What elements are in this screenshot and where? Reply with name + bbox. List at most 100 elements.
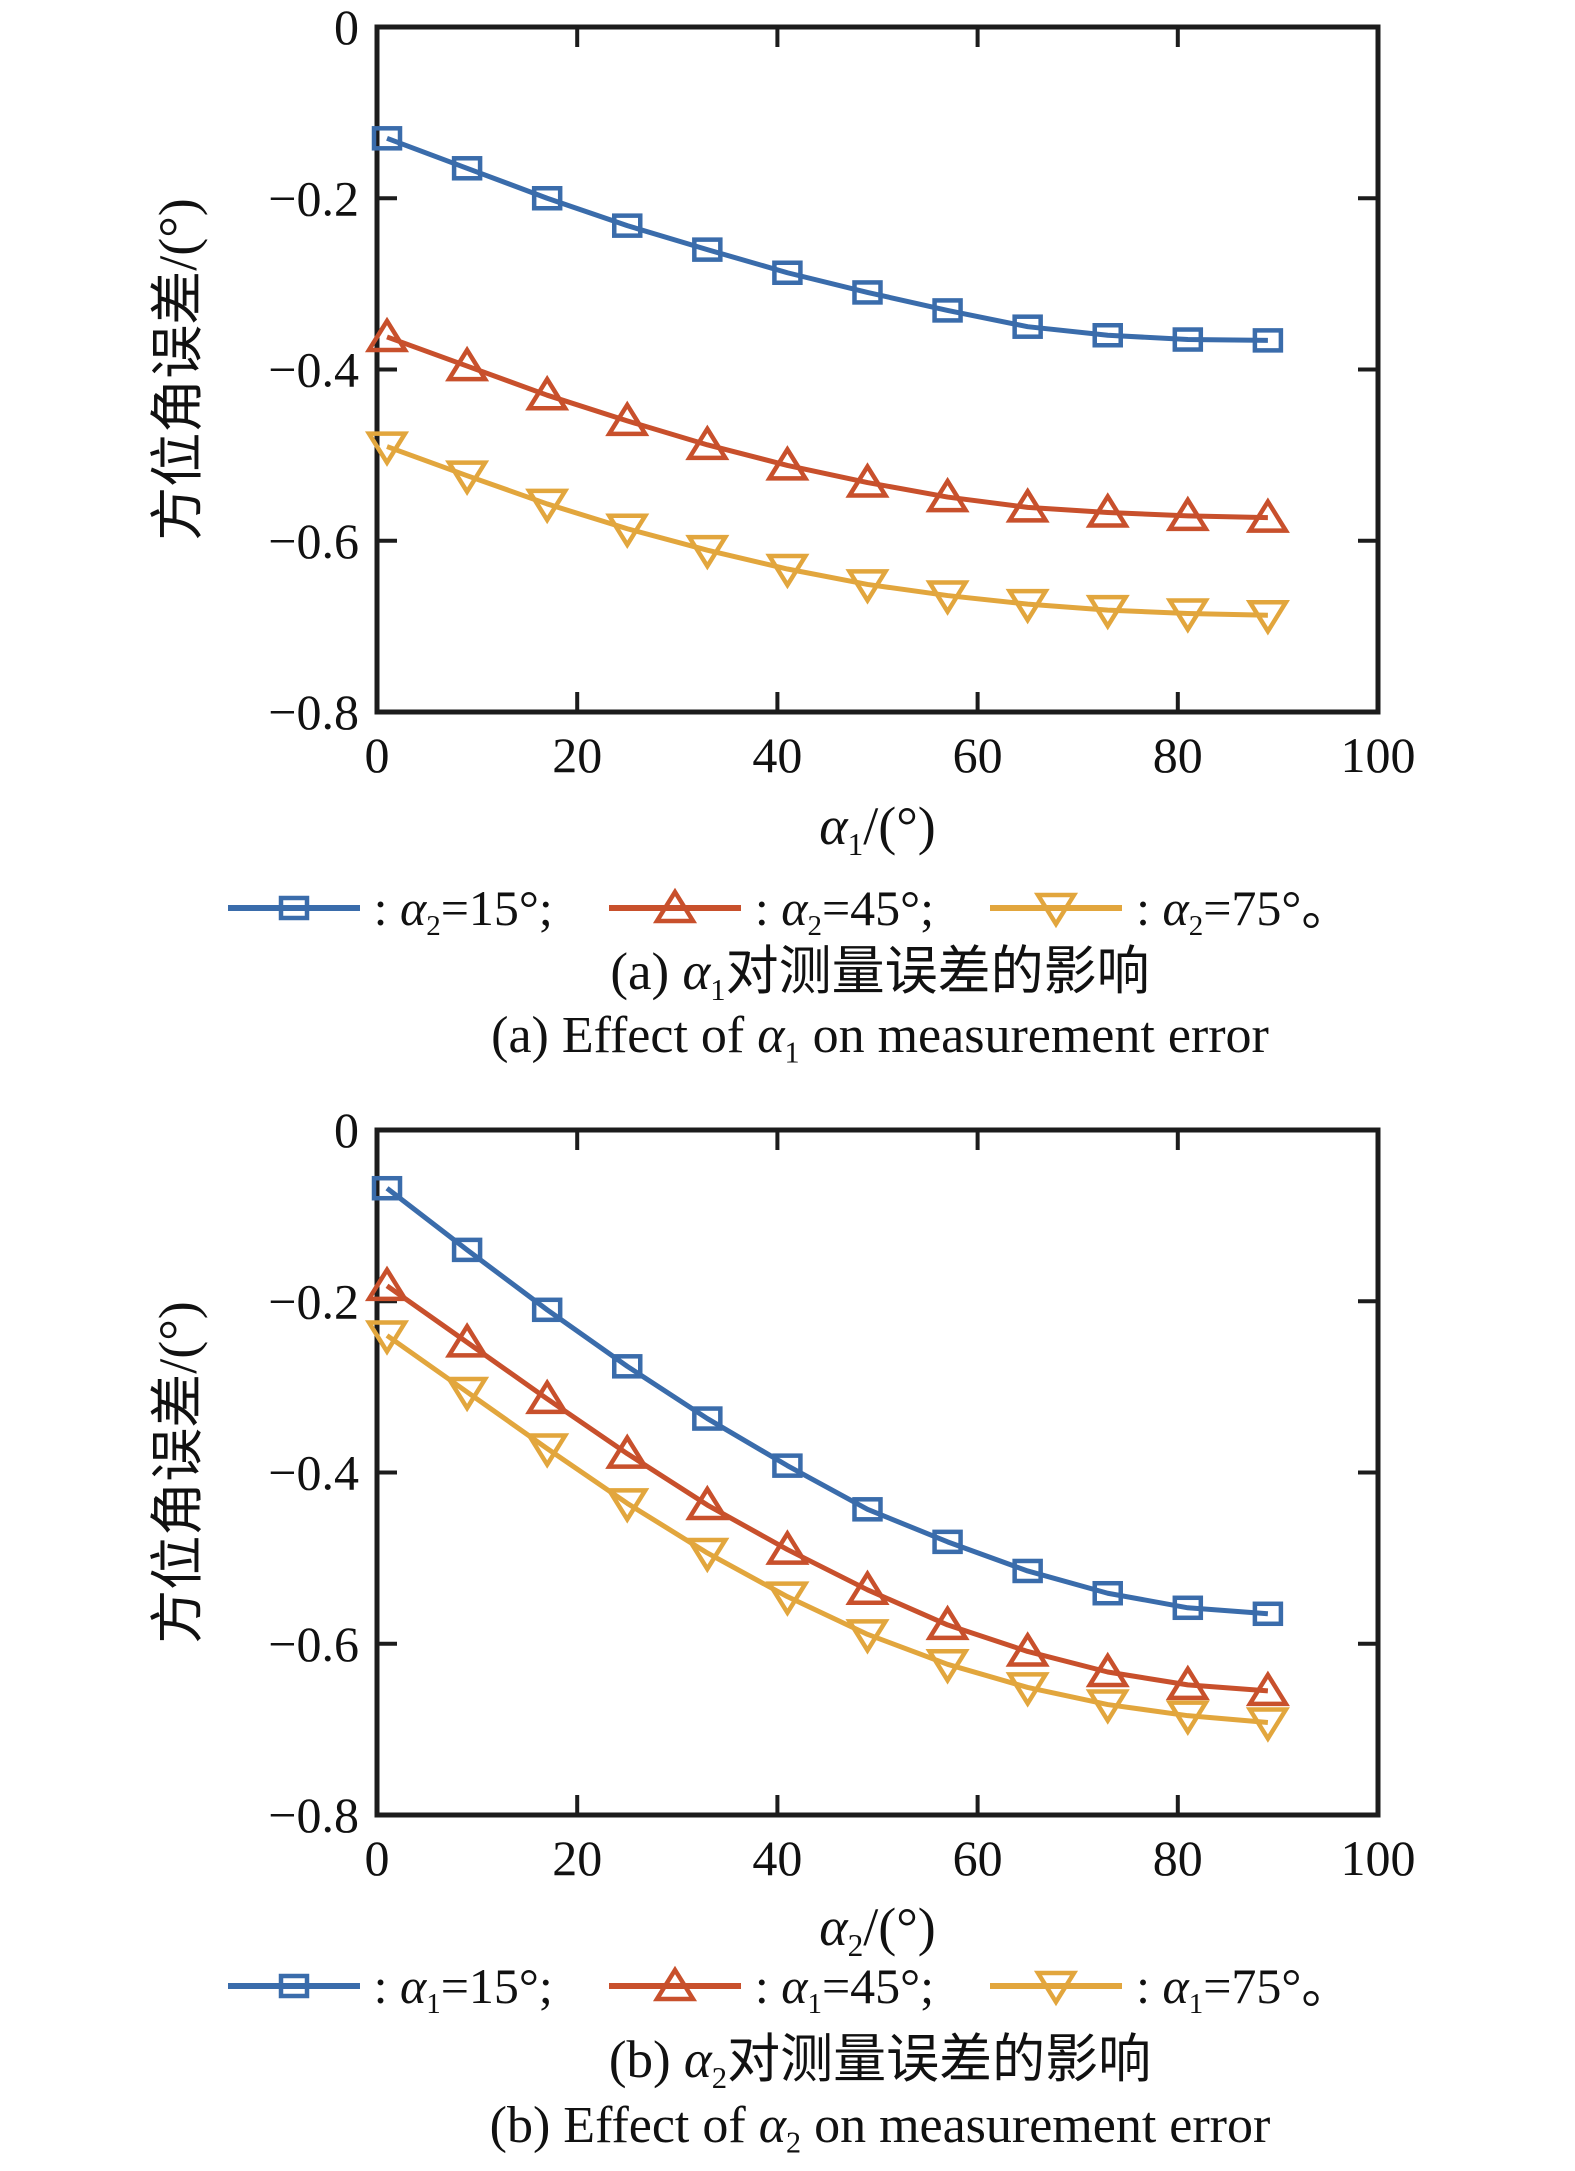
square-marker [278, 1973, 309, 1999]
triangle-up-marker [445, 345, 490, 382]
x-tick-label: 60 [953, 1830, 1003, 1886]
caption-prefix: (a) [610, 943, 683, 1001]
triangle-up-marker [1085, 1651, 1130, 1688]
x-axis-unit: /(°) [863, 1897, 936, 1957]
x-tick-label: 80 [1153, 727, 1203, 783]
legend-item: : α1=15°; [224, 1958, 553, 2021]
tick-marks [375, 1128, 1380, 1817]
series-square [371, 126, 1284, 353]
legend-label: : α2=15°; [373, 880, 553, 943]
y-tick-label: −0.6 [268, 1616, 359, 1672]
triangle-up-marker [445, 1322, 490, 1358]
chart-b-x-axis-label: α2/(°) [377, 1897, 1378, 1961]
triangle-up-marker [925, 1604, 970, 1641]
triangle-down-marker [1245, 1707, 1290, 1743]
caption-prefix: (a) Effect of [491, 1007, 758, 1064]
square-marker [1092, 323, 1123, 348]
triangle-down-marker [685, 1537, 730, 1574]
plot-box [374, 24, 1381, 715]
triangle-down-marker [1005, 1672, 1050, 1708]
triangle-down-marker [925, 580, 970, 616]
triangle-up-marker [685, 424, 730, 461]
chart-b-caption-english: (b) Effect of α2 on measurement error [185, 2097, 1575, 2158]
series-triangle-up [364, 316, 1290, 533]
chart-b-canvas: 0 20 40 60 80 100 0 −0.2 −0.4 −0.6 −0.8 方位角误差/(°) [148, 1103, 1416, 1886]
square-marker [1012, 314, 1043, 339]
legend-swatch-triangle-up [608, 887, 741, 924]
tick-labels: 0 20 40 60 80 100 0 −0.2 −0.4 −0.6 −0.8 [268, 0, 1415, 783]
series-line [386, 135, 1268, 343]
legend-swatch-triangle-down [990, 1970, 1123, 2007]
square-marker [852, 1497, 883, 1522]
triangle-down-marker [845, 1619, 890, 1655]
x-tick-label: 20 [552, 1830, 602, 1886]
alpha-symbol: α [819, 1897, 848, 1957]
alpha-symbol: α [683, 2031, 712, 2089]
triangle-up-marker [605, 1433, 650, 1469]
chart-a-x-axis-label: α1/(°) [377, 796, 1378, 860]
caption-text: on measurement error [801, 2097, 1271, 2154]
triangle-down-marker [445, 1376, 490, 1413]
triangle-down-marker [1034, 1970, 1079, 2007]
legend-label: : α1=15°; [373, 1958, 553, 2021]
caption-text: 对测量误差的影响 [725, 943, 1150, 1001]
triangle-up-marker [1245, 497, 1290, 533]
x-tick-label: 100 [1341, 727, 1416, 783]
legend-item: : α2=15°; [224, 880, 553, 943]
caption-text: 对测量误差的影响 [727, 2031, 1152, 2089]
y-axis-label: 方位角误差/(°) [148, 1301, 208, 1644]
triangle-up-marker [1005, 487, 1050, 523]
square-marker [772, 1453, 803, 1478]
alpha-symbol: α [758, 2097, 786, 2154]
square-marker [852, 280, 883, 305]
triangle-up-marker [685, 1484, 730, 1521]
x-tick-label: 20 [552, 727, 602, 783]
legend-swatch-square [227, 1973, 360, 1999]
x-tick-label: 0 [365, 727, 390, 783]
y-tick-label: −0.4 [268, 1445, 359, 1501]
y-tick-label: 0 [334, 0, 359, 55]
x-tick-label: 80 [1153, 1830, 1203, 1886]
triangle-up-marker [364, 316, 410, 353]
square-marker [1172, 1595, 1204, 1621]
legend-item: : α2=45°; [605, 880, 935, 943]
y-tick-label: −0.8 [268, 684, 359, 740]
legend-swatch-triangle-down [990, 892, 1123, 929]
triangle-down-marker [765, 553, 810, 590]
triangle-down-marker [605, 513, 650, 550]
triangle-up-marker [925, 476, 970, 513]
triangle-down-marker [1085, 594, 1130, 631]
legend-item: : α2=75°。 [986, 880, 1351, 941]
square-marker [1092, 1580, 1123, 1606]
triangle-up-marker [364, 1265, 410, 1302]
y-tick-label: −0.8 [268, 1787, 359, 1843]
triangle-up-marker [525, 1378, 570, 1415]
alpha-symbol: α [682, 943, 711, 1001]
square-marker [531, 1297, 563, 1323]
alpha-subscript: 2 [847, 1927, 864, 1963]
legend-label: : α2=45°; [754, 880, 935, 943]
legend-swatch-triangle-up [608, 1965, 741, 2002]
alpha-subscript: 1 [710, 972, 726, 1007]
square-marker [772, 260, 803, 285]
alpha-symbol: α [819, 796, 848, 856]
triangle-down-marker [364, 431, 410, 467]
chart-a-caption-chinese: (a) α1对测量误差的影响 [185, 942, 1575, 1005]
triangle-down-marker [1005, 588, 1050, 625]
y-tick-label: −0.4 [268, 342, 359, 398]
caption-prefix: (b) [608, 2031, 684, 2089]
square-marker [451, 1237, 483, 1263]
square-marker [1252, 328, 1284, 353]
square-marker [932, 298, 963, 323]
square-marker [1252, 1601, 1284, 1627]
square-marker [1012, 1558, 1043, 1584]
chart-a-caption-english: (a) Effect of α1 on measurement error [185, 1007, 1575, 1068]
y-axis-label: 方位角误差/(°) [148, 198, 208, 541]
square-marker [612, 213, 643, 238]
x-tick-label: 100 [1341, 1830, 1416, 1886]
tick-labels: 0 20 40 60 80 100 0 −0.2 −0.4 −0.6 −0.8 [268, 1103, 1415, 1886]
x-tick-label: 0 [365, 1830, 390, 1886]
triangle-up-marker [1005, 1631, 1050, 1667]
plot-box [374, 1127, 1381, 1818]
square-marker [692, 237, 723, 262]
